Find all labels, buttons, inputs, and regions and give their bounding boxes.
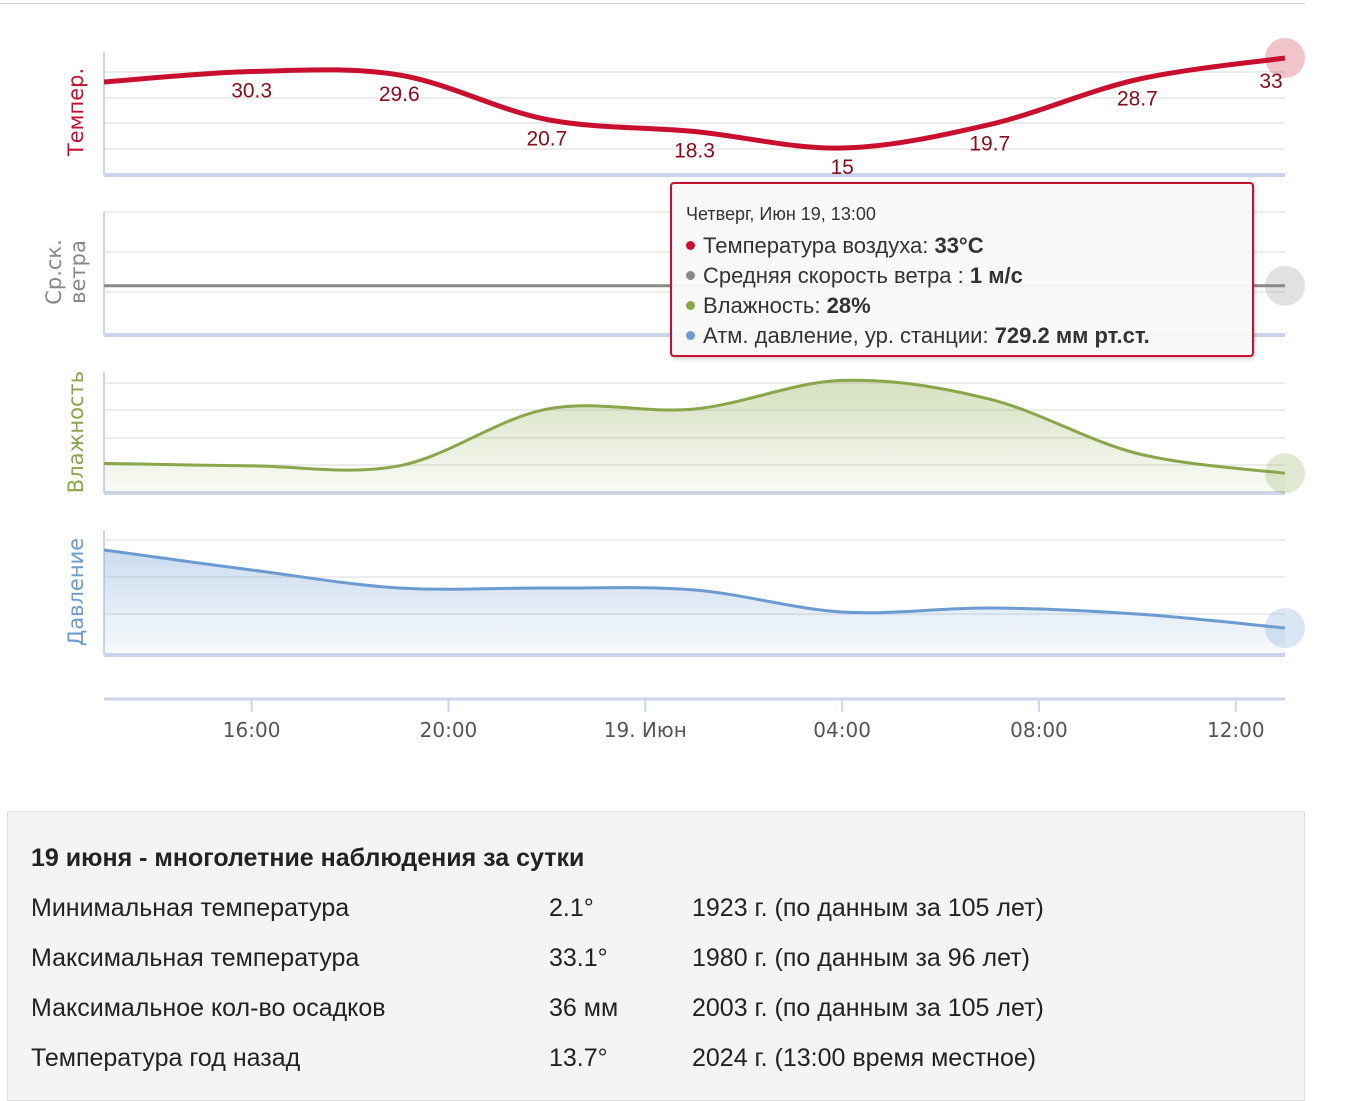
y-title-wind: Ср.ск. ветра — [42, 212, 90, 332]
hover-marker-wind — [1265, 265, 1305, 306]
records-title: 19 июня - многолетние наблюдения за сутк… — [31, 844, 585, 872]
y-title-pressure: Давление — [64, 537, 88, 647]
y-title-temperature: Темпер. — [64, 67, 88, 157]
x-tick-label: 08:00 — [1010, 718, 1068, 742]
tooltip-value: 729.2 мм рт.ст. — [994, 323, 1150, 348]
data-label: 33 — [1259, 70, 1282, 93]
y-title-wind-line1: Ср.ск. — [42, 239, 66, 305]
records-panel: 19 июня - многолетние наблюдения за сутк… — [7, 811, 1305, 1101]
x-tick-label: 12:00 — [1207, 718, 1265, 742]
series-line-pres — [103, 548, 1286, 630]
data-label: 19.7 — [969, 133, 1010, 156]
top-divider — [0, 3, 1305, 4]
tooltip-row-wind: Средняя скорость ветра : 1 м/с — [686, 261, 1238, 291]
record-note: 2003 г. (по данным за 105 лет) — [692, 994, 1044, 1022]
series-dot-icon — [686, 240, 695, 250]
data-label: 20.7 — [526, 128, 567, 151]
series-area-hum — [104, 380, 1285, 493]
x-tick-label: 04:00 — [813, 718, 871, 742]
x-tick-label: 16:00 — [223, 718, 281, 742]
hover-marker-pres — [1265, 608, 1305, 648]
data-label: 30.3 — [231, 80, 272, 103]
series-line-hum — [103, 378, 1286, 475]
series-dot-icon — [686, 270, 695, 280]
tooltip-row-temperature: Температура воздуха: 33°C — [686, 231, 1238, 261]
y-title-wind-line2: ветра — [66, 240, 90, 304]
tooltip-row-pressure: Атм. давление, ур. станции: 729.2 мм рт.… — [686, 321, 1238, 351]
chart-tooltip: Четверг, Июн 19, 13:00 Температура возду… — [670, 182, 1254, 357]
record-name: Максимальное кол-во осадков — [31, 994, 386, 1022]
series-dot-icon — [686, 330, 695, 340]
data-label: 29.6 — [379, 83, 420, 106]
tooltip-label: Атм. давление, ур. станции: — [703, 323, 995, 348]
tooltip-row-humidity: Влажность: 28% — [686, 291, 1238, 321]
record-note: 1980 г. (по данным за 96 лет) — [692, 944, 1030, 972]
record-note: 2024 г. (13:00 время местное) — [692, 1044, 1037, 1072]
tooltip-header: Четверг, Июн 19, 13:00 — [686, 204, 876, 224]
record-value: 33.1° — [549, 944, 608, 972]
weather-chart[interactable]: 30.3 29.6 20.7 18.3 15 19.7 28.7 33 16:00 20:00 19… — [0, 0, 1372, 800]
tooltip-value: 28% — [826, 293, 871, 318]
data-label: 15 — [830, 156, 853, 179]
data-label: 18.3 — [674, 140, 715, 163]
series-dot-icon — [686, 300, 695, 310]
record-name: Минимальная температура — [31, 894, 350, 922]
record-name: Максимальная температура — [31, 944, 360, 972]
tooltip-value: 1 м/с — [969, 263, 1023, 288]
x-tick-label: 20:00 — [420, 718, 478, 742]
y-title-humidity: Влажность — [64, 370, 88, 494]
tooltip-label: Влажность: — [703, 293, 827, 318]
hover-marker-temp — [1265, 38, 1305, 78]
record-value: 2.1° — [549, 894, 594, 922]
record-value: 13.7° — [549, 1044, 608, 1072]
series-area-pres — [104, 550, 1285, 655]
tooltip-label: Температура воздуха: — [703, 233, 935, 258]
record-name: Температура год назад — [31, 1044, 301, 1072]
tooltip-label: Средняя скорость ветра : — [703, 263, 970, 288]
data-label: 28.7 — [1117, 88, 1158, 111]
tooltip-value: 33°C — [934, 233, 984, 258]
x-tick-label: 19. Июн — [604, 718, 687, 742]
record-value: 36 мм — [549, 994, 619, 1022]
hover-marker-hum — [1265, 453, 1305, 494]
series-line-temp — [103, 55, 1286, 151]
record-note: 1923 г. (по данным за 105 лет) — [692, 894, 1044, 922]
